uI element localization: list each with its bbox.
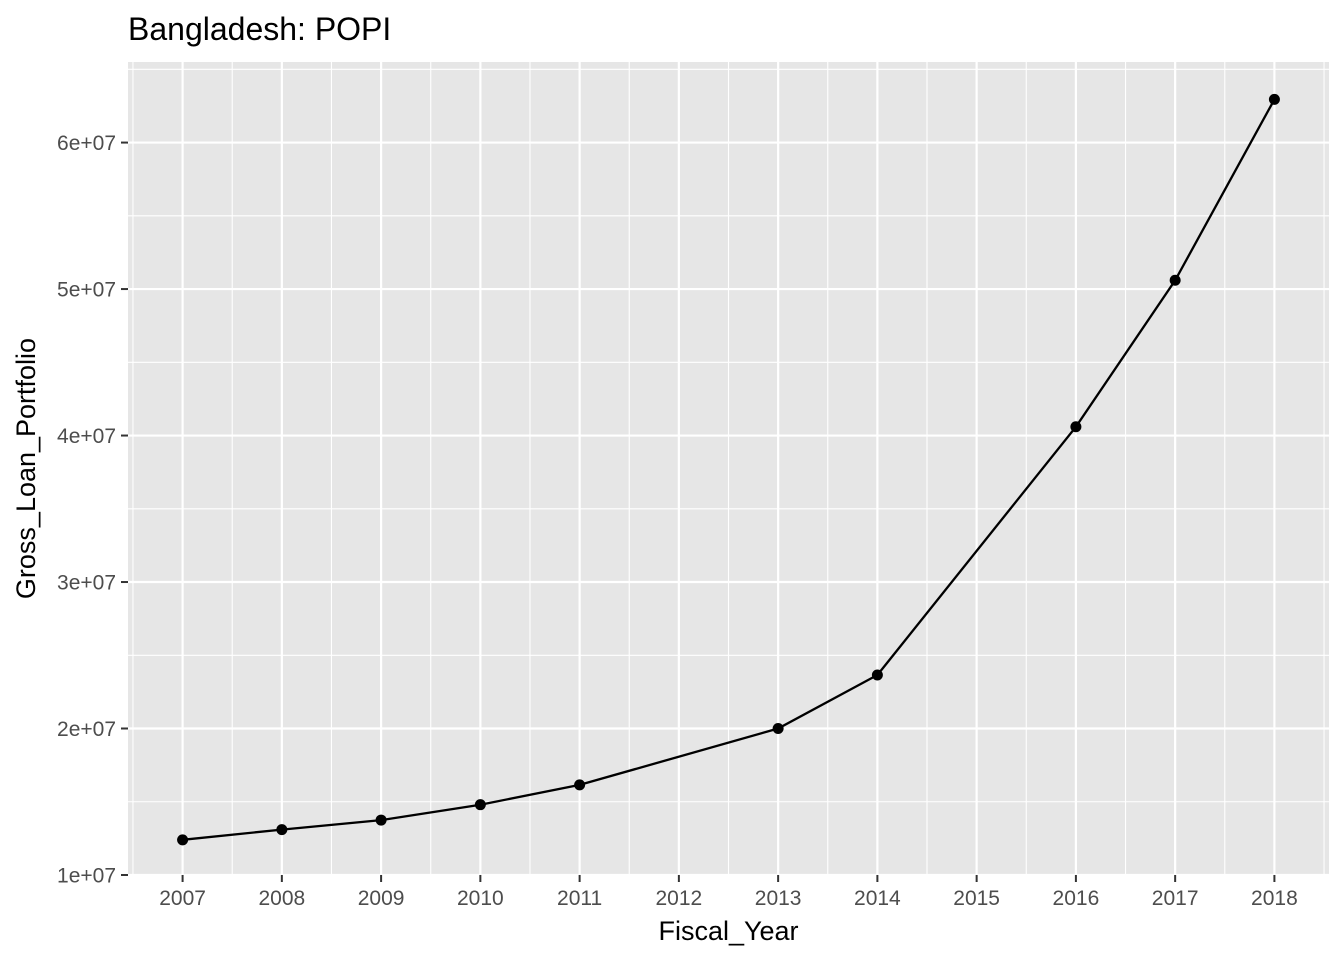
x-tick-label: 2014	[854, 887, 901, 910]
y-tick-label: 5e+07	[57, 279, 116, 302]
series	[177, 93, 1280, 846]
y-tick-label: 4e+07	[57, 425, 116, 448]
y-tick-label: 6e+07	[57, 132, 116, 155]
x-tick-label: 2012	[656, 887, 703, 910]
series-line	[182, 98, 1276, 841]
x-tick-label: 2011	[557, 887, 602, 910]
y-tick-label: 1e+07	[57, 865, 116, 888]
axes: 2007 2008 2009 2010 2011 2012 2013 2014 2015 2016…	[57, 132, 1298, 910]
data-point	[375, 814, 387, 826]
y-axis-title: Gross_Loan_Portfolio	[11, 338, 41, 599]
x-tick-label: 2009	[358, 887, 405, 910]
x-tick-label: 2018	[1251, 887, 1298, 910]
data-point	[772, 723, 784, 735]
data-point	[474, 799, 486, 811]
data-point	[177, 834, 189, 846]
x-tick-label: 2015	[953, 887, 1000, 910]
data-point	[574, 779, 586, 791]
grid	[128, 62, 1329, 877]
x-tick-label: 2010	[457, 887, 504, 910]
x-tick-label: 2016	[1053, 887, 1100, 910]
x-tick-label: 2008	[258, 887, 305, 910]
x-axis-title: Fiscal_Year	[658, 916, 798, 946]
data-point	[871, 669, 883, 681]
x-tick-label: 2013	[755, 887, 802, 910]
data-point	[1070, 421, 1082, 433]
data-point	[1169, 274, 1181, 286]
chart-title: Bangladesh: POPI	[128, 11, 391, 47]
x-tick-label: 2007	[159, 887, 206, 910]
y-tick-label: 3e+07	[57, 572, 116, 595]
data-point	[1268, 93, 1280, 105]
data-point	[276, 824, 288, 836]
x-tick-label: 2017	[1152, 887, 1199, 910]
y-tick-label: 2e+07	[57, 718, 116, 741]
